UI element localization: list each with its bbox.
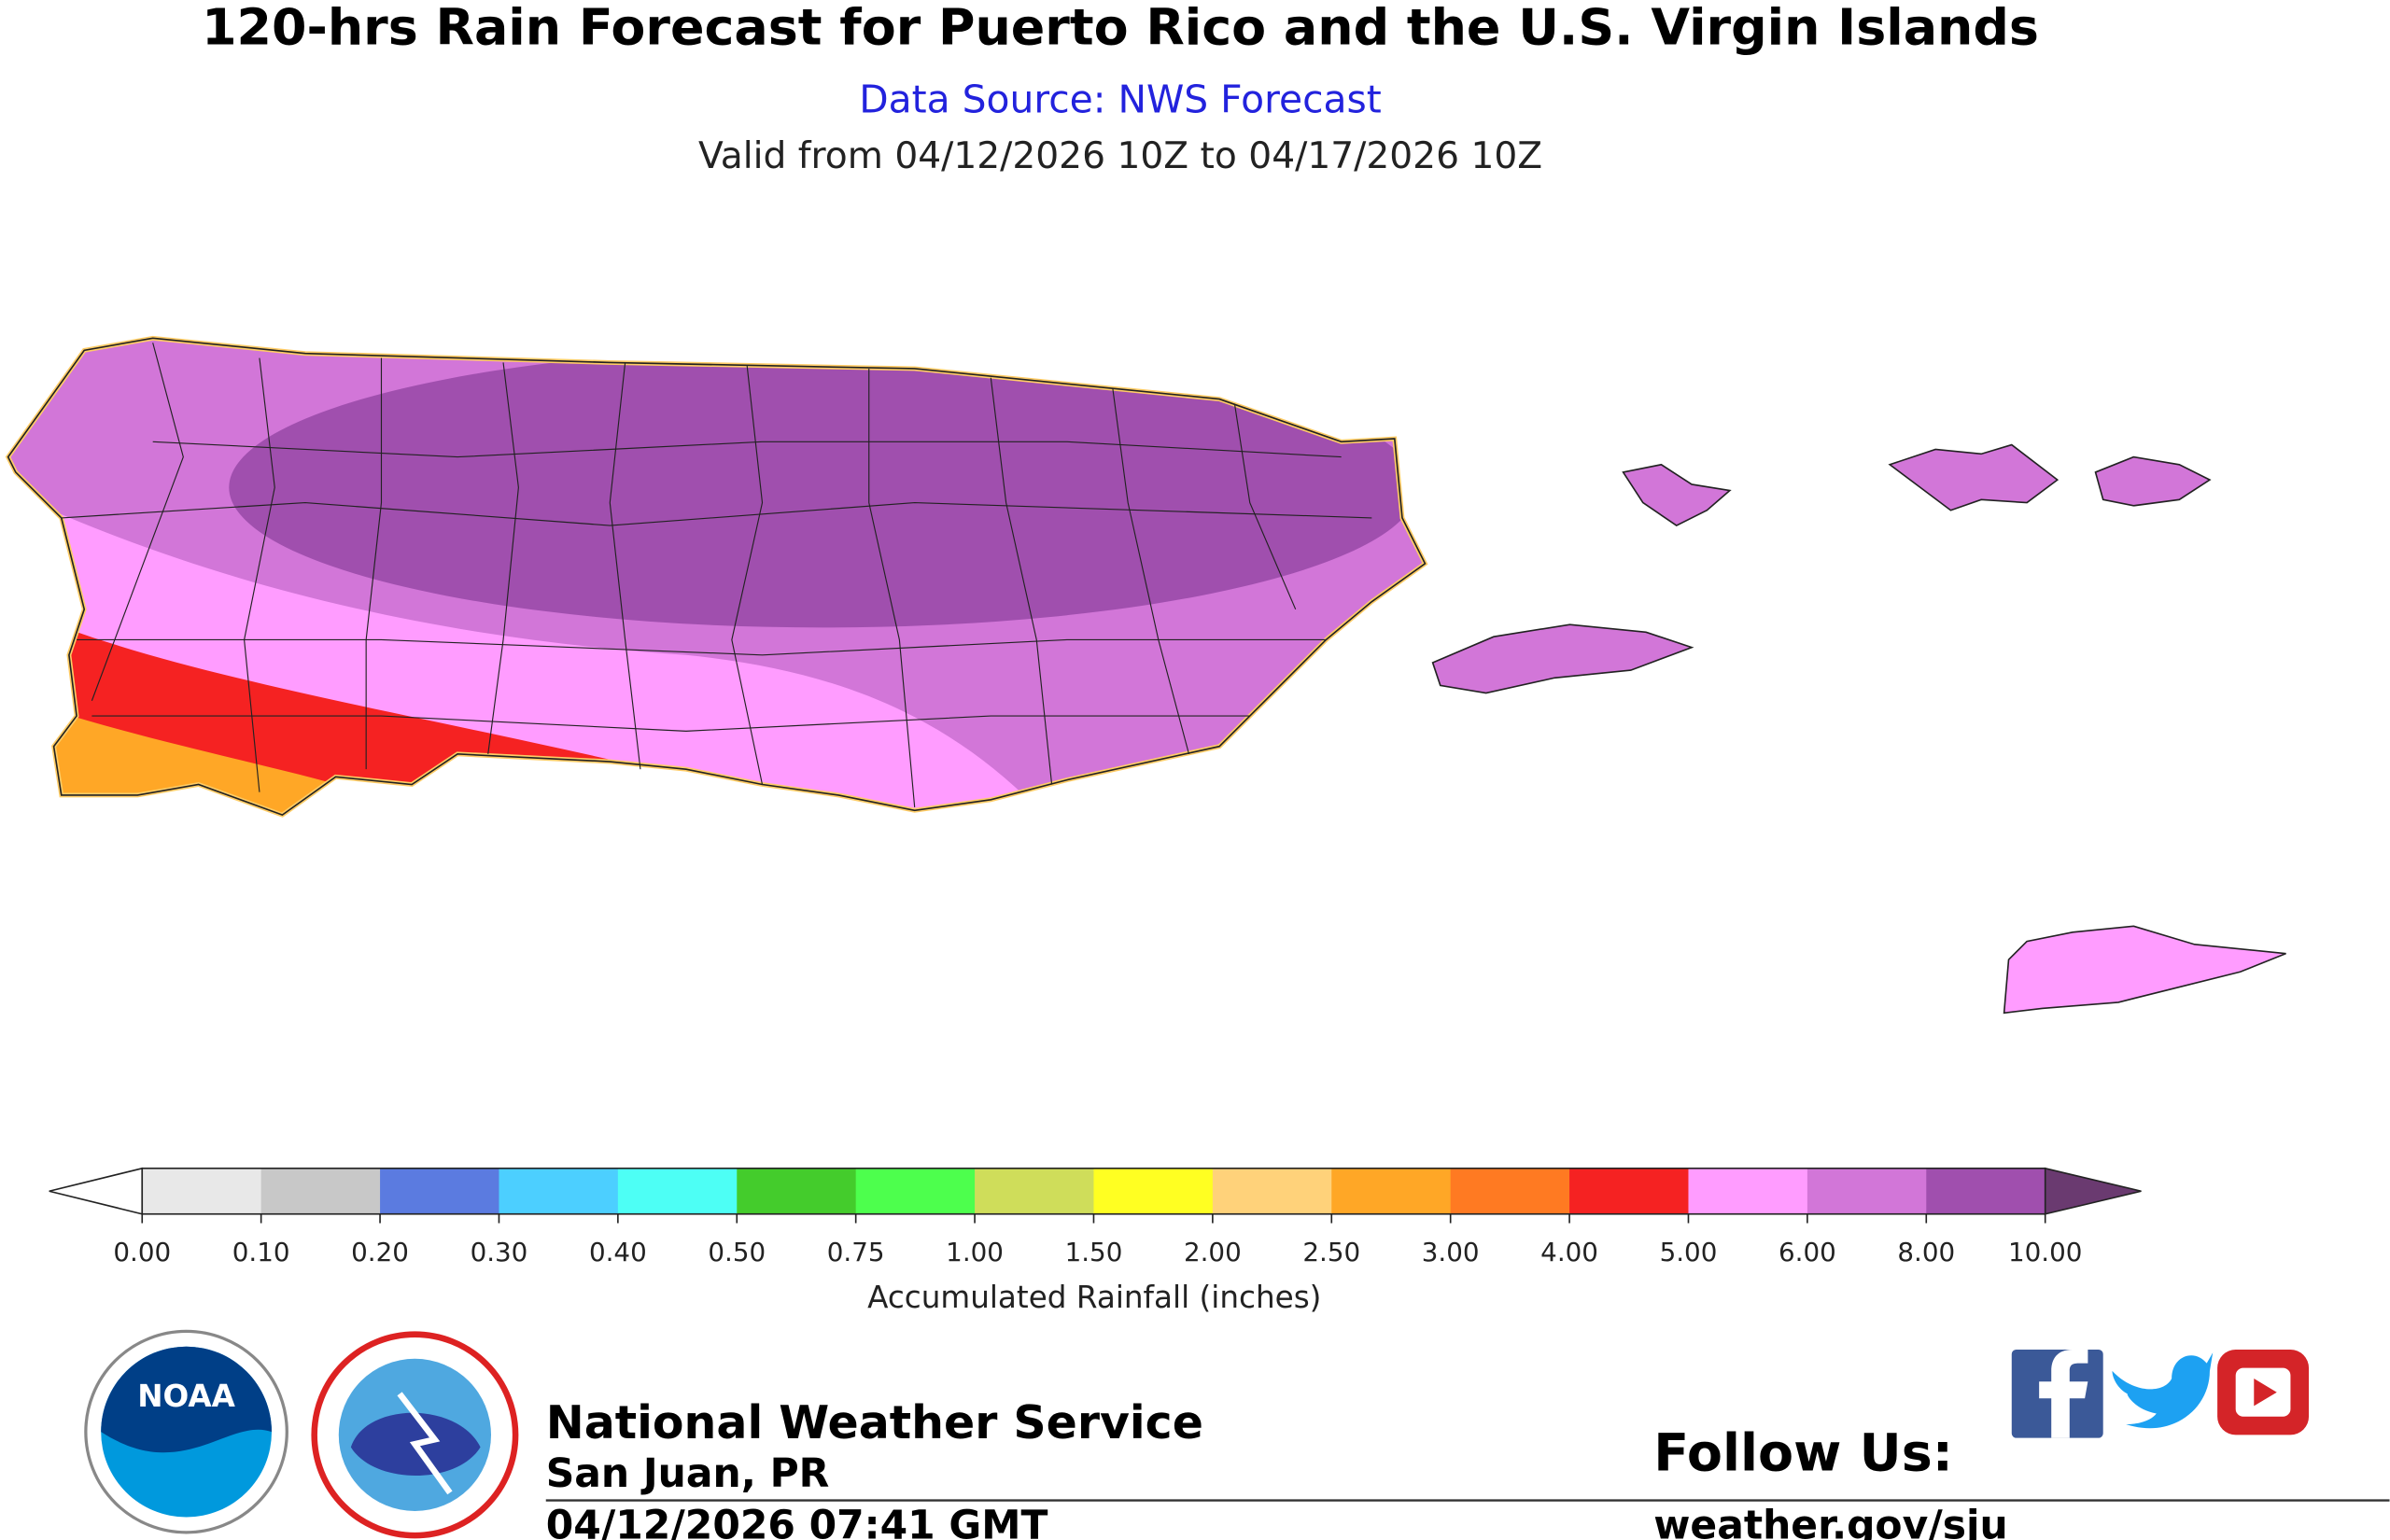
colorbar-tick-label: 0.00 <box>113 1237 171 1267</box>
noaa-text: NOAA <box>137 1379 235 1414</box>
title: 120-hrs Rain Forecast for Puerto Rico an… <box>202 0 2039 56</box>
color-swatch <box>499 1168 619 1214</box>
colorbar-tick-label: 5.00 <box>1660 1237 1718 1267</box>
color-swatch <box>975 1168 1095 1214</box>
colorbar-tick-label: 0.10 <box>232 1237 290 1267</box>
issued-time: 04/12/2026 07:41 GMT <box>546 1503 1048 1540</box>
office-name: National Weather Service <box>546 1396 1203 1449</box>
colorbar-tick-label: 10.00 <box>2008 1237 2082 1267</box>
color-swatch <box>737 1168 857 1214</box>
colorbar-tick-label: 3.00 <box>1422 1237 1480 1267</box>
color-swatch <box>1926 1168 2046 1214</box>
colorbar-tick-label: 1.50 <box>1065 1237 1123 1267</box>
office-location: San Juan, PR <box>546 1451 830 1497</box>
color-swatch <box>1093 1168 1214 1214</box>
colorbar-tick-label: 0.40 <box>589 1237 647 1267</box>
colorbar-label: Accumulated Rainfall (inches) <box>867 1280 1321 1315</box>
colorbar-tick-label: 8.00 <box>1897 1237 1955 1267</box>
colorbar-tick-label: 0.30 <box>471 1237 528 1267</box>
color-swatch <box>1331 1168 1452 1214</box>
color-swatch <box>260 1168 381 1214</box>
color-swatch <box>855 1168 976 1214</box>
color-swatch <box>617 1168 738 1214</box>
data-source: Data Source: NWS Forecast <box>859 77 1382 121</box>
website: weather.gov/sju <box>1653 1503 2007 1540</box>
colorbar-tick-label: 1.00 <box>946 1237 1004 1267</box>
color-swatch <box>1450 1168 1570 1214</box>
twitter-icon[interactable] <box>2112 1352 2214 1429</box>
colorbar-tick-label: 2.00 <box>1184 1237 1242 1267</box>
colorbar-tick-label: 0.50 <box>708 1237 766 1267</box>
noaa-logo: NOAA <box>84 1329 288 1534</box>
colorbar-tick-label: 4.00 <box>1540 1237 1598 1267</box>
color-swatch <box>1688 1168 1808 1214</box>
puerto-rico <box>5 335 1428 818</box>
color-swatch <box>1807 1168 1928 1214</box>
colorbar-tick-label: 0.75 <box>827 1237 885 1267</box>
virgin-islands <box>1431 443 2286 1015</box>
over-extension <box>2044 1167 2142 1215</box>
valid-period: Valid from 04/12/2026 10Z to 04/17/2026 … <box>698 135 1542 177</box>
follow-us: Follow Us: <box>1653 1423 1953 1483</box>
colorbar-tick-label: 2.50 <box>1302 1237 1360 1267</box>
color-swatch <box>142 1168 262 1214</box>
color-swatch <box>380 1168 500 1214</box>
colorbar-tick-label: 6.00 <box>1778 1237 1836 1267</box>
colorbar-tick-label: 0.20 <box>351 1237 409 1267</box>
nws-logo <box>311 1331 519 1539</box>
color-swatch <box>1569 1168 1690 1214</box>
colorbar: 0.00 0.10 0.20 0.30 0.40 0.50 0.75 1.00 1.50 2.00… <box>49 1167 2142 1267</box>
color-swatch <box>1212 1168 1333 1214</box>
under-extension <box>49 1167 144 1215</box>
